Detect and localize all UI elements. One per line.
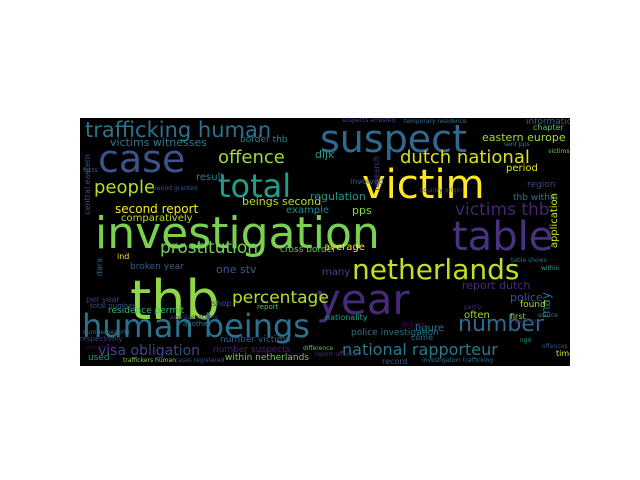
word-temporary-residence: temporary residence	[404, 118, 467, 125]
word-shop: shop	[212, 299, 232, 308]
word-research: research	[372, 156, 381, 191]
word-police: police	[510, 291, 543, 304]
word-report: report	[257, 303, 279, 311]
word-netherlands: netherlands	[352, 253, 520, 286]
word-period-granted: period granted	[153, 185, 198, 192]
word-source: source	[538, 312, 558, 319]
word-broken-year: broken year	[130, 262, 184, 272]
word-beings-second: beings second	[242, 195, 322, 208]
word-traffickers-human: traffickers human	[123, 357, 176, 364]
word-victim: victim	[362, 162, 485, 208]
word-police-investigation: police investigation	[351, 328, 439, 338]
word-within-netherlands: within netherlands	[225, 353, 309, 363]
word-information: information	[526, 118, 570, 127]
word-ngo: ngo	[520, 337, 532, 344]
word-cases-registered: cases registered	[175, 357, 225, 364]
word-table: table	[452, 214, 554, 260]
word-result: result	[196, 172, 225, 183]
word-dutch-national: dutch national	[400, 147, 530, 168]
word-record: record	[382, 357, 408, 366]
word-time: time	[556, 349, 570, 358]
word-often: often	[464, 310, 490, 321]
word-central-eastern: central eastern	[83, 154, 92, 215]
word-case: case	[98, 137, 186, 181]
word-according: according	[86, 344, 116, 351]
word-come: come	[411, 333, 434, 342]
word-facts: facts	[83, 167, 98, 174]
word-cloud: investigation thb victim netherlands hum…	[80, 118, 570, 366]
word-average: average	[324, 242, 365, 253]
word-number-victims: number victims	[220, 335, 291, 345]
word-nationality: nationality	[325, 313, 368, 322]
word-average-victims: average victims	[170, 314, 218, 321]
word-dara: dara	[95, 258, 104, 277]
word-national-rapporteur: national rapporteur	[342, 340, 498, 359]
word-thb: thb	[130, 269, 220, 332]
word-within: within	[541, 265, 560, 272]
word-chapter: chapter	[533, 123, 564, 132]
word-people: people	[94, 177, 156, 198]
word-border-thb: border thb	[240, 135, 288, 145]
word-table-shows: table shows	[511, 257, 547, 264]
word-first: first	[510, 312, 526, 321]
word-used: used	[88, 353, 110, 363]
word-respectively: respectively	[80, 335, 123, 343]
word-visa-obligation: visa obligation	[98, 343, 201, 359]
word-figure: figure	[415, 323, 445, 334]
word-period: period	[506, 163, 538, 174]
word-eastern-europe: eastern europe	[482, 131, 566, 144]
word-thb-within: thb within	[513, 193, 559, 203]
word-argue: argue	[401, 320, 425, 329]
word-victims: victims	[548, 148, 570, 155]
word-per-year: per year	[86, 295, 120, 304]
word-another: another	[183, 320, 211, 328]
word-cross-border: cross border	[280, 245, 336, 255]
word-percentage: percentage	[232, 288, 329, 308]
word-total: total	[218, 167, 292, 205]
word-application: application	[549, 193, 560, 249]
word-regulation: regulation	[310, 190, 366, 203]
word-report-offence: report offence	[315, 351, 358, 358]
word-sent-pps: sent pps	[504, 141, 530, 148]
word-found: found	[520, 300, 546, 310]
word-report-dutch: report dutch	[462, 279, 531, 292]
word-perhaps: perhaps	[515, 318, 540, 325]
word-second-report: second report	[115, 202, 199, 216]
word-offences: offences	[542, 343, 568, 350]
word-residence-permit: residence permit	[108, 306, 185, 316]
word-pps: pps	[352, 204, 372, 217]
word-year: year	[316, 275, 410, 324]
word-partly: partly	[464, 304, 482, 311]
word-victims-witnesses: victims witnesses	[110, 136, 207, 149]
word-country-origin: country origin	[420, 187, 462, 194]
word-region: region	[527, 180, 556, 190]
word-example: example	[286, 205, 330, 216]
word-number: number	[458, 312, 544, 337]
word-offence: offence	[218, 147, 285, 168]
word-suspect: suspect	[320, 118, 467, 161]
word-human-beings: human beings	[82, 307, 310, 345]
word-one-stv: one stv	[216, 263, 257, 276]
word-victims-thb: victims thb	[455, 200, 550, 220]
word-involved: involved	[350, 177, 384, 186]
word-suspects-arrested: suspects arrested	[342, 118, 396, 124]
word-many: many	[322, 267, 351, 278]
word-ind: ind	[117, 252, 130, 261]
word-prostitution: prostitution	[160, 238, 259, 258]
word-dijk: dijk	[315, 148, 335, 161]
word-investigation: investigation	[95, 208, 380, 259]
word-total-number: total number	[90, 302, 136, 310]
word-number-suspects: number suspects	[213, 345, 291, 355]
word-investigation-trafficking: investigation trafficking	[422, 357, 494, 364]
word-trafficking-human: trafficking human	[85, 118, 272, 142]
word-number-reports: number reports	[83, 329, 130, 336]
word-comparatively: comparatively	[121, 213, 193, 224]
word-difference: difference	[303, 345, 334, 352]
